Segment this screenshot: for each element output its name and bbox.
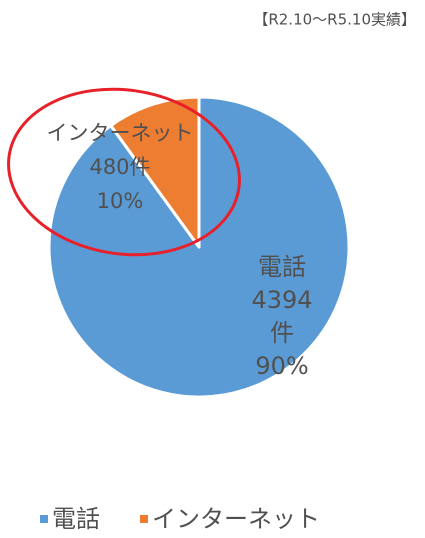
legend-label: インターネット: [152, 505, 320, 533]
legend-swatch: [40, 515, 48, 523]
data-label-percent: 90%: [255, 352, 308, 380]
annotation: 【R2.10～R5.10実績】: [253, 11, 416, 29]
data-label-count: 4394: [251, 286, 312, 314]
data-labels: 電話 4394 件 90% インターネット 480件 10%: [47, 121, 313, 380]
legend-swatch: [140, 515, 148, 523]
data-label-count: 480件: [89, 155, 150, 179]
legend-label: 電話: [52, 505, 100, 533]
pie: [47, 95, 351, 399]
data-label-category: 電話: [258, 253, 306, 281]
highlight-circle: [7, 87, 241, 257]
legend: 電話 インターネット: [40, 505, 320, 533]
data-label-count: 件: [270, 319, 294, 347]
data-label-percent: 10%: [97, 189, 144, 213]
data-label-category: インターネット: [47, 121, 194, 145]
pie-slice: [109, 95, 201, 249]
